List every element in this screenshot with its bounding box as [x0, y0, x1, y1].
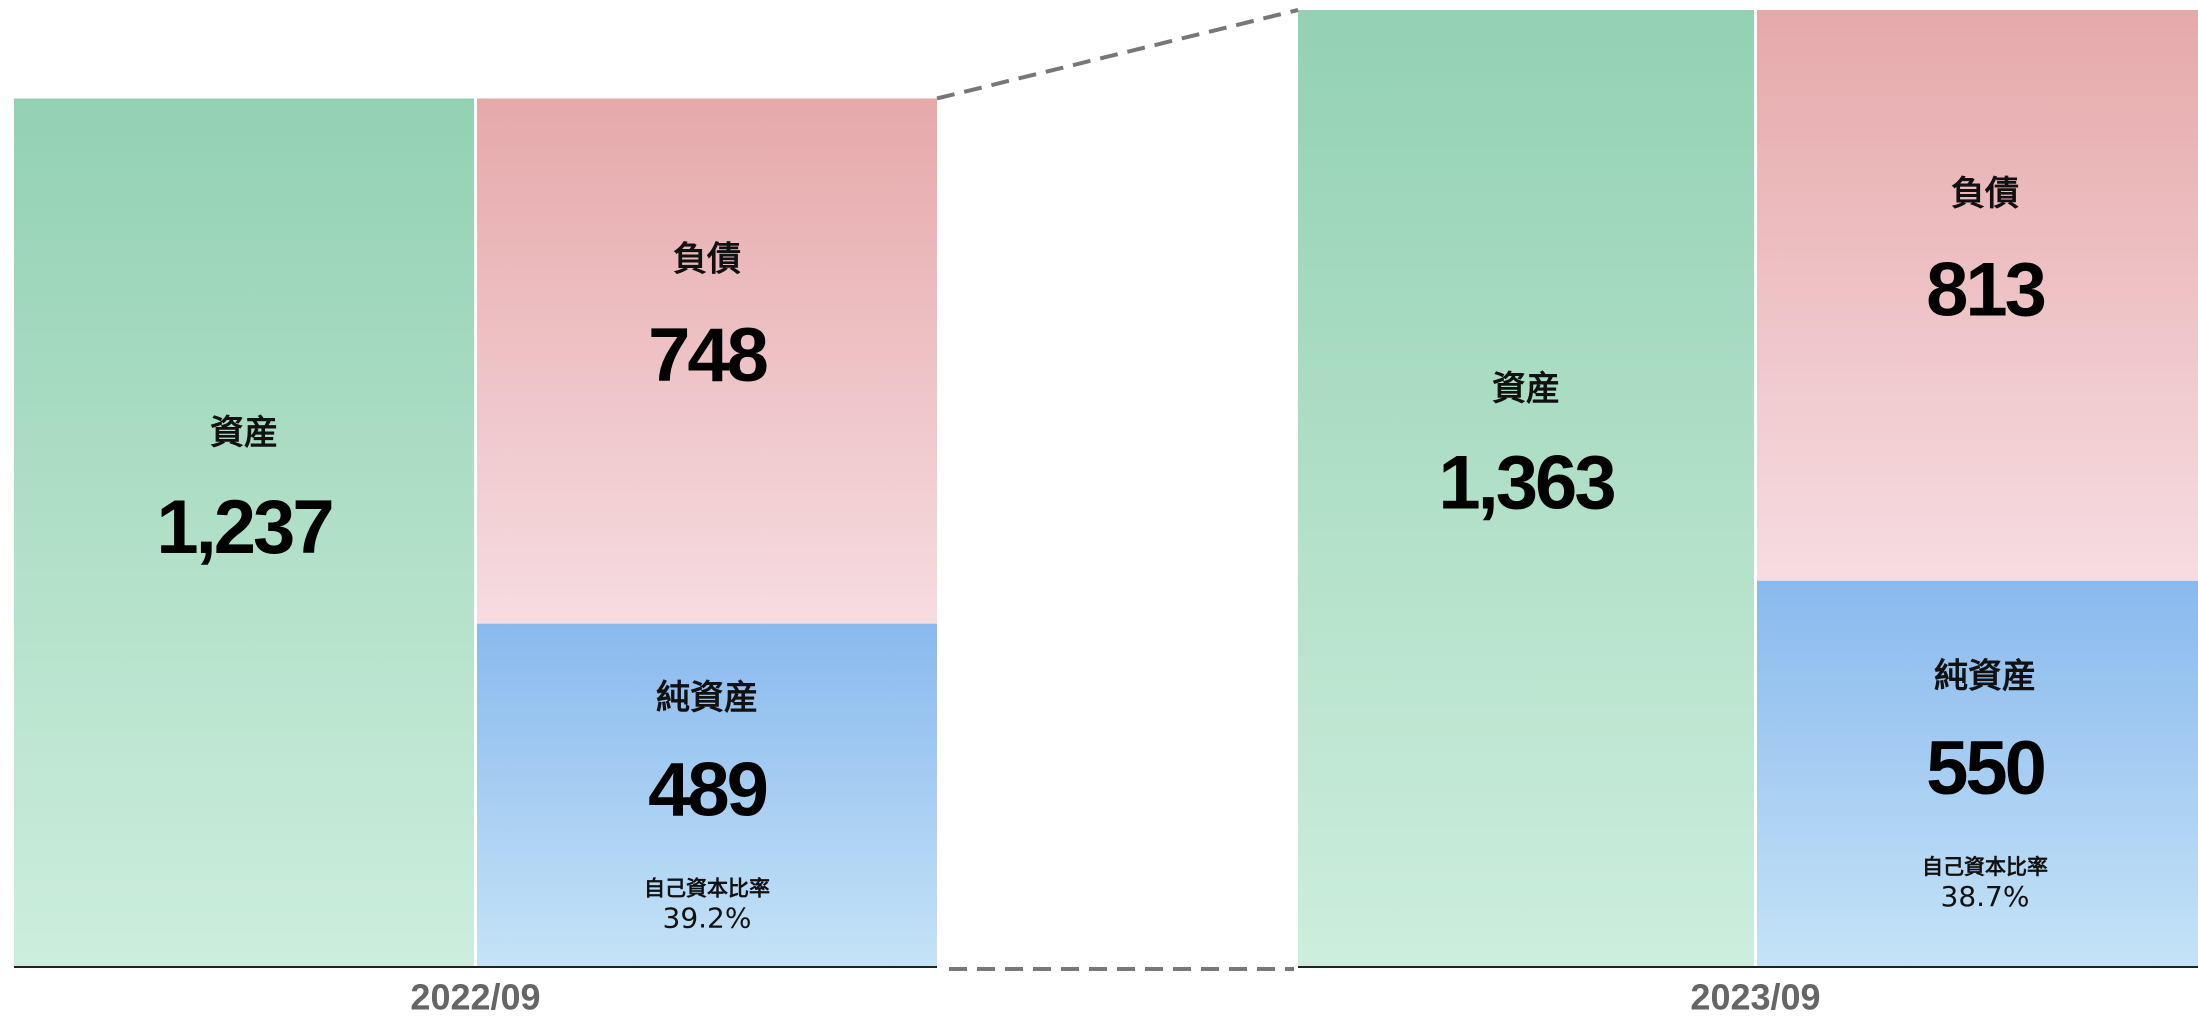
liability-value: 813 — [1926, 247, 2045, 332]
liability-value: 748 — [648, 313, 767, 398]
ratio-value: 39.2% — [663, 901, 752, 934]
ratio-value: 38.7% — [1941, 880, 2030, 913]
liability-name: 負債 — [673, 240, 741, 280]
connector — [936, 8, 1299, 101]
liability-bar — [477, 98, 937, 624]
asset-name: 資産 — [1492, 369, 1560, 409]
net-asset-bar — [1757, 580, 2198, 967]
liability-bar — [1757, 10, 2198, 581]
net-asset-name: 純資産 — [1934, 656, 2036, 696]
net-asset-name: 純資産 — [656, 678, 758, 718]
asset-bar — [14, 98, 474, 968]
ratio-name: 自己資本比率 — [1922, 855, 2048, 879]
net-asset-value: 550 — [1926, 726, 2045, 811]
category-label: 2022/09 — [410, 977, 540, 1018]
net-asset-bar — [477, 623, 937, 967]
category-label: 2023/09 — [1690, 977, 1820, 1018]
asset-name: 資産 — [210, 413, 278, 453]
ratio-name: 自己資本比率 — [644, 876, 770, 900]
asset-value: 1,363 — [1438, 441, 1614, 526]
liability-name: 負債 — [1951, 174, 2019, 214]
asset-bar — [1298, 10, 1754, 967]
net-asset-value: 489 — [648, 747, 767, 832]
asset-value: 1,237 — [156, 485, 331, 570]
